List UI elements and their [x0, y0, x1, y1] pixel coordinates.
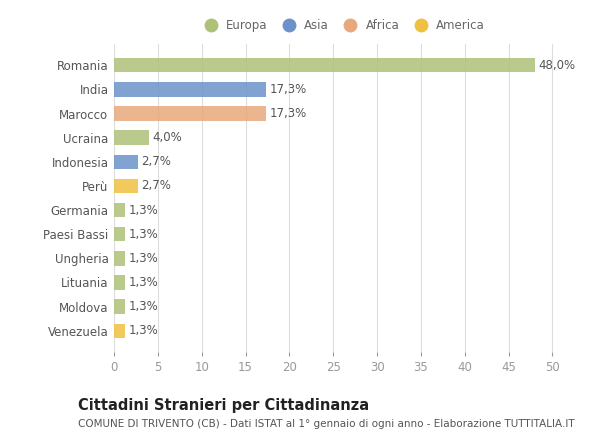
Text: 2,7%: 2,7% [141, 155, 171, 168]
Text: 1,3%: 1,3% [129, 204, 158, 216]
Text: 48,0%: 48,0% [538, 59, 575, 72]
Bar [114, 203, 125, 217]
Bar [114, 130, 149, 145]
Text: Cittadini Stranieri per Cittadinanza: Cittadini Stranieri per Cittadinanza [78, 398, 369, 413]
Text: 1,3%: 1,3% [129, 276, 158, 289]
Bar [114, 179, 137, 193]
Bar [114, 82, 266, 97]
Bar [114, 299, 125, 314]
Bar [114, 251, 125, 266]
Text: 2,7%: 2,7% [141, 180, 171, 192]
Legend: Europa, Asia, Africa, America: Europa, Asia, Africa, America [199, 19, 485, 32]
Text: 4,0%: 4,0% [152, 131, 182, 144]
Bar [114, 275, 125, 290]
Bar [114, 323, 125, 338]
Bar [114, 154, 137, 169]
Bar [114, 58, 535, 73]
Bar [114, 106, 266, 121]
Text: 17,3%: 17,3% [269, 107, 307, 120]
Text: COMUNE DI TRIVENTO (CB) - Dati ISTAT al 1° gennaio di ogni anno - Elaborazione T: COMUNE DI TRIVENTO (CB) - Dati ISTAT al … [78, 419, 575, 429]
Text: 1,3%: 1,3% [129, 252, 158, 265]
Text: 1,3%: 1,3% [129, 228, 158, 241]
Text: 1,3%: 1,3% [129, 324, 158, 337]
Text: 1,3%: 1,3% [129, 300, 158, 313]
Text: 17,3%: 17,3% [269, 83, 307, 96]
Bar [114, 227, 125, 242]
